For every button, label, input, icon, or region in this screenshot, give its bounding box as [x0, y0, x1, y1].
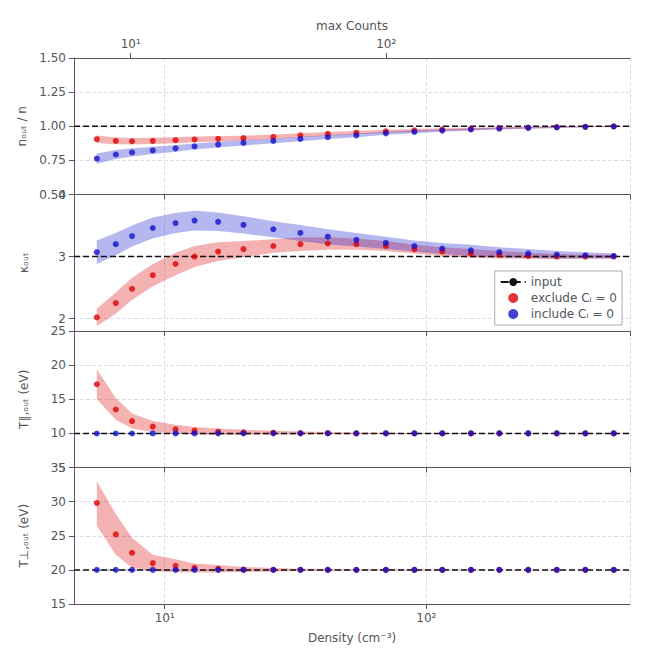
svg-text:10¹: 10¹: [121, 37, 141, 51]
svg-text:30: 30: [51, 495, 66, 509]
svg-text:25: 25: [51, 324, 66, 338]
svg-text:20: 20: [51, 358, 66, 372]
svg-text:T∥,ₒᵤₜ (eV): T∥,ₒᵤₜ (eV): [17, 370, 31, 430]
svg-text:10²: 10²: [376, 37, 396, 51]
svg-text:1.50: 1.50: [39, 51, 66, 65]
svg-text:1.25: 1.25: [39, 85, 66, 99]
svg-text:1.00: 1.00: [39, 119, 66, 133]
svg-text:35: 35: [51, 461, 66, 475]
svg-text:25: 25: [51, 529, 66, 543]
svg-text:20: 20: [51, 563, 66, 577]
svg-text:input: input: [531, 275, 562, 289]
svg-text:10: 10: [51, 426, 66, 440]
svg-text:include Cᵢ = 0: include Cᵢ = 0: [531, 307, 614, 321]
svg-text:max Counts: max Counts: [316, 19, 388, 33]
svg-text:κₒᵤₜ: κₒᵤₜ: [17, 253, 31, 273]
svg-text:4: 4: [58, 188, 66, 202]
svg-text:nₒᵤₜ / n: nₒᵤₜ / n: [15, 106, 29, 146]
svg-text:T⊥,ₒᵤₜ (eV): T⊥,ₒᵤₜ (eV): [17, 504, 31, 569]
svg-text:2: 2: [58, 311, 66, 326]
svg-text:15: 15: [51, 392, 66, 406]
svg-text:exclude Cᵢ = 0: exclude Cᵢ = 0: [531, 291, 617, 305]
svg-text:3: 3: [58, 250, 66, 264]
svg-text:10¹: 10¹: [155, 611, 175, 625]
svg-text:15: 15: [51, 597, 66, 611]
svg-text:0.75: 0.75: [39, 153, 66, 167]
svg-text:10²: 10²: [416, 611, 436, 625]
svg-text:0.50: 0.50: [39, 188, 66, 202]
svg-text:Density (cm⁻³): Density (cm⁻³): [308, 631, 396, 645]
